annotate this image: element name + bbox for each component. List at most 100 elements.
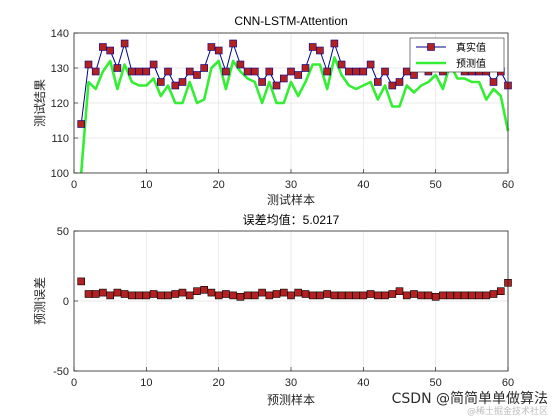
bottom-series-0-point: [77, 277, 85, 286]
bottom-series-0-point: [236, 292, 245, 301]
bottom-series-0-point: [337, 291, 346, 300]
top-x-tick-label: 0: [71, 179, 77, 191]
top-series-0-point: [301, 64, 310, 72]
bottom-series-0-point: [164, 291, 172, 300]
top-series-0-point: [135, 67, 143, 76]
bottom-series-0-point: [431, 292, 440, 301]
bottom-series-0-point: [301, 290, 310, 298]
bottom-series-0-point: [265, 291, 274, 300]
top-series-0-point: [142, 67, 151, 76]
top-series-0-point: [128, 67, 136, 76]
top-series-0-point: [489, 78, 498, 86]
top-series-0-point: [366, 60, 375, 69]
bottom-series-0-point: [185, 291, 194, 300]
top-series-0-point: [410, 71, 418, 79]
top-series-0-point: [222, 67, 230, 76]
bottom-series-0-point: [272, 290, 281, 298]
top-series-0-point: [258, 78, 266, 86]
top-series-0-point: [352, 67, 360, 76]
watermark-subtext: @稀土掘金技术社区: [467, 405, 548, 417]
top-series-0-point: [236, 60, 245, 69]
bottom-series-0-point: [106, 291, 114, 300]
bottom-series-0-point: [91, 290, 100, 298]
bottom-series-0-point: [475, 291, 483, 300]
top-series-0-point: [77, 120, 85, 128]
top-series-0-point: [149, 60, 158, 69]
bottom-series-0-point: [373, 291, 382, 300]
top-series-0-point: [345, 67, 353, 76]
top-series-0-point: [229, 39, 237, 48]
top-series-0-point: [157, 78, 165, 86]
bottom-series-0-point: [229, 291, 237, 300]
top-series-0-point: [200, 64, 208, 72]
bottom-y-tick-label: 0: [63, 296, 69, 308]
top-x-tick-label: 50: [430, 179, 442, 191]
bottom-series-0-point: [128, 291, 136, 300]
top-series-0-point: [207, 43, 216, 51]
bottom-series-0-point: [352, 291, 360, 300]
bottom-series-0-point: [330, 291, 339, 300]
bottom-series-0-point: [243, 291, 252, 300]
bottom-series-0-point: [460, 291, 469, 300]
top-series-0-point: [99, 43, 107, 51]
top-series-0-point: [395, 78, 404, 86]
top-series-0-point: [265, 67, 274, 76]
bottom-series-0-point: [482, 291, 491, 300]
top-series-0-point: [287, 67, 295, 76]
top-series-0-point: [373, 78, 382, 86]
top-x-tick-label: 30: [285, 179, 297, 191]
bottom-x-tick-label: 20: [213, 377, 225, 389]
legend-label-actual: 真实值: [456, 41, 486, 54]
top-x-tick-label: 60: [502, 179, 514, 191]
bottom-series-0-point: [222, 290, 230, 298]
bottom-series-0-point: [84, 290, 93, 298]
bottom-series-0-point: [388, 290, 397, 298]
bottom-series-0-point: [294, 288, 303, 297]
top-series-0-point: [193, 71, 201, 79]
bottom-series-0-point: [142, 291, 151, 300]
bottom-x-axis-label: 预测样本: [267, 392, 315, 407]
bottom-series-0-point: [308, 291, 317, 300]
bottom-x-tick-label: 40: [357, 377, 369, 389]
bottom-series-0-point: [381, 291, 389, 300]
bottom-series-0-point: [120, 290, 129, 298]
bottom-series-0-point: [467, 291, 476, 300]
bottom-series-0-point: [323, 290, 332, 298]
bottom-series-0-point: [496, 287, 505, 296]
top-series-0-point: [214, 46, 223, 55]
bottom-series-0-point: [453, 291, 462, 300]
legend-marker-actual: [427, 43, 435, 51]
top-y-tick-label: 130: [51, 63, 69, 75]
top-legend: 真实值 预测值: [409, 37, 505, 73]
bottom-series-0-point: [402, 291, 411, 300]
bottom-x-tick-label: 0: [71, 377, 77, 389]
bottom-y-axis-label: 预测误差: [33, 277, 47, 325]
top-series-0-point: [272, 81, 281, 90]
bottom-series-0-point: [113, 288, 122, 297]
bottom-series-0-point: [251, 291, 259, 300]
top-x-tick-label: 20: [213, 179, 225, 191]
top-series-0-point: [106, 46, 114, 55]
top-series-0-point: [337, 60, 346, 69]
bottom-series-0-point: [417, 291, 426, 300]
bottom-series-0-point: [214, 291, 223, 300]
bottom-series-0-point: [316, 291, 324, 300]
bottom-series-0-point: [157, 291, 165, 300]
watermark-text: CSDN @简简单单做算法: [392, 390, 548, 407]
bottom-y-tick-label: -50: [53, 366, 69, 378]
top-series-0-point: [323, 67, 332, 76]
top-x-tick-label: 10: [140, 179, 152, 191]
bottom-series-0-point: [171, 290, 180, 298]
legend-label-predicted: 预测值: [456, 57, 486, 70]
top-series-0-point: [308, 43, 317, 51]
top-chart: 0 10 20 30 40 50 60 100 110 120 130 140 CNN-LSTM-At…: [32, 14, 514, 207]
bottom-series-0-point: [99, 288, 107, 297]
bottom-series-0-point: [200, 285, 208, 294]
top-series-0-point: [251, 67, 259, 76]
bottom-x-tick-label: 10: [140, 377, 152, 389]
top-series-0-point: [279, 74, 288, 83]
bottom-series-0-point: [258, 288, 266, 297]
